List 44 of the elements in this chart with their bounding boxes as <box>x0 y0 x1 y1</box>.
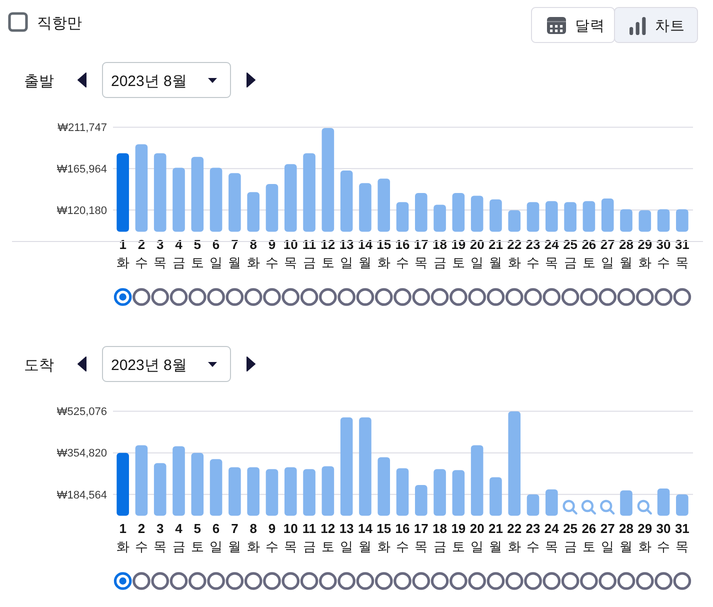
y-tick-label: ₩165,964 <box>56 164 107 176</box>
x-tick-label: 24 목 <box>544 521 560 554</box>
x-tick-label: 10 목 <box>283 521 298 554</box>
x-tick-label: 4 금 <box>172 521 186 554</box>
y-tick-label: ₩354,820 <box>56 448 107 460</box>
x-tick-label: 28 월 <box>619 521 634 554</box>
text: 차트 <box>655 18 685 34</box>
x-tick-label: 3 목 <box>154 521 167 554</box>
x-tick-label: 2 수 <box>134 521 148 554</box>
chart-subtitle: 2023년 8월 <box>111 357 187 374</box>
x-tick-label: 25 금 <box>563 521 578 554</box>
x-tick-label: 15 화 <box>376 521 392 554</box>
x-tick-label: 21 월 <box>488 521 503 554</box>
x-tick-label: 18 금 <box>432 521 448 554</box>
x-tick-label: 8 화 <box>246 521 260 554</box>
y-tick-label: ₩525,076 <box>56 406 107 418</box>
y-tick-label: ₩211,747 <box>58 122 107 134</box>
x-tick-label: 9 수 <box>265 521 278 554</box>
x-tick-label: 12 토 <box>320 521 336 554</box>
x-tick-label: 11 금 <box>302 521 316 554</box>
x-tick-label: 6 일 <box>210 521 223 554</box>
y-tick-label: ₩120,180 <box>56 204 107 217</box>
x-tick-label: 13 일 <box>339 521 354 554</box>
x-tick-label: 26 토 <box>582 521 596 554</box>
y-tick-label: ₩184,564 <box>56 489 107 502</box>
chart-title: 출발 <box>24 73 54 90</box>
x-tick-label: 1 화 <box>116 521 130 554</box>
x-tick-label: 19 토 <box>451 521 466 554</box>
x-tick-label: 27 일 <box>600 521 615 554</box>
x-tick-label: 7 월 <box>228 521 242 554</box>
x-tick-label: 30 수 <box>656 521 671 554</box>
chart-title: 도착 <box>24 357 54 374</box>
chart-subtitle: 2023년 8월 <box>111 73 187 90</box>
x-tick-label: 16 수 <box>395 521 410 554</box>
x-tick-label: 14 월 <box>358 521 374 554</box>
text: 달력 <box>575 18 605 34</box>
x-tick-label: 5 토 <box>190 521 204 554</box>
x-tick-label: 17 목 <box>414 521 428 554</box>
x-tick-label: 29 화 <box>638 521 652 554</box>
x-tick-label: 31 목 <box>674 521 690 554</box>
x-tick-label: 22 화 <box>507 521 522 554</box>
x-tick-label: 23 수 <box>526 521 540 554</box>
x-tick-label: 20 일 <box>470 521 484 554</box>
text: 직항만 <box>37 15 82 32</box>
